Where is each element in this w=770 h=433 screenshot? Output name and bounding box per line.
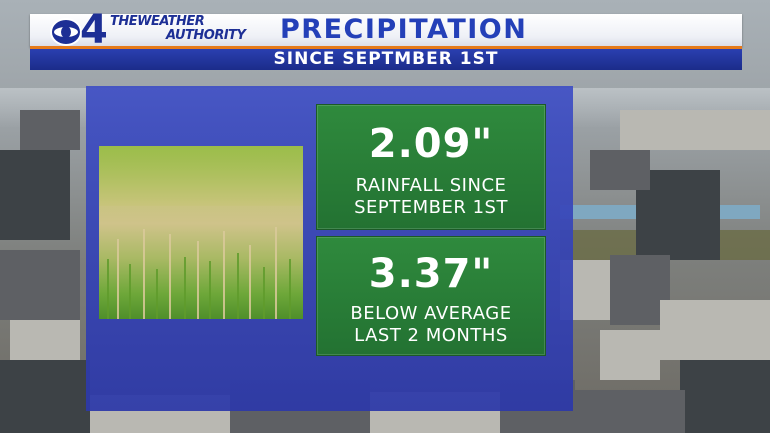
channel-number: 4 (80, 7, 108, 53)
dry-grass-photo (99, 146, 303, 319)
rainfall-value: 2.09" (368, 121, 494, 167)
rainfall-label: RAINFALL SINCE SEPTEMBER 1ST (317, 175, 545, 219)
deficit-value: 3.37" (368, 251, 494, 297)
rainfall-stat-box: 2.09" RAINFALL SINCE SEPTEMBER 1ST (316, 104, 546, 230)
deficit-label: BELOW AVERAGE LAST 2 MONTHS (317, 303, 545, 347)
logo-tagline-line2: AUTHORITY (166, 28, 246, 43)
rainfall-label-line1: RAINFALL SINCE (355, 175, 507, 196)
header-bar (30, 14, 742, 47)
deficit-label-line2: LAST 2 MONTHS (354, 325, 508, 346)
rainfall-label-line2: SEPTEMBER 1ST (354, 197, 508, 218)
header-accent-stripe (30, 46, 742, 49)
station-logo: 4 THEWEATHER AUTHORITY (46, 8, 256, 52)
deficit-stat-box: 3.37" BELOW AVERAGE LAST 2 MONTHS (316, 236, 546, 356)
page-title: PRECIPITATION (280, 14, 528, 45)
logo-tagline-line1: THEWEATHER (110, 14, 205, 29)
cbs-eye-icon (50, 18, 82, 46)
deficit-label-line1: BELOW AVERAGE (350, 303, 512, 324)
subtitle-bar: SINCE SEPTMBER 1ST (30, 49, 742, 70)
subtitle: SINCE SEPTMBER 1ST (273, 49, 499, 69)
